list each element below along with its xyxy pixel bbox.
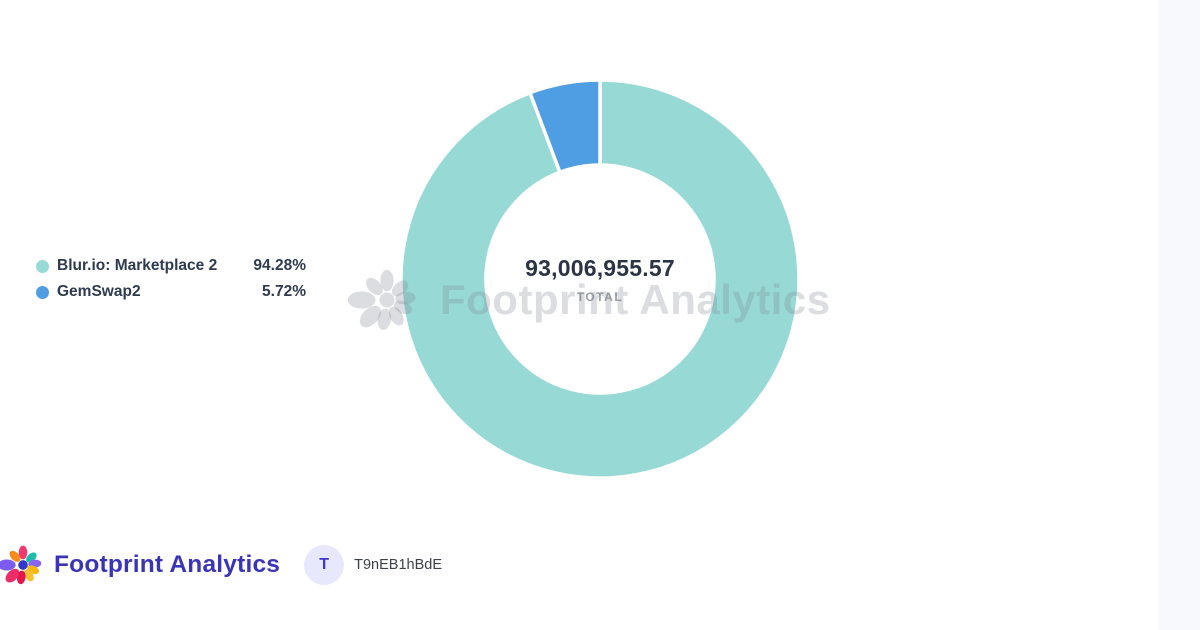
donut-slice-1[interactable]: [528, 78, 602, 175]
legend-value: 5.72%: [262, 283, 306, 300]
footer: Footprint Analytics T T9nEB1hBdE: [0, 539, 442, 591]
footprint-logo-icon: [0, 545, 42, 585]
user-avatar[interactable]: T: [304, 545, 345, 585]
legend-swatch-gemswap: [36, 285, 49, 299]
flower-petal: [24, 569, 34, 582]
donut-slice-0[interactable]: [399, 78, 801, 480]
flower-petal: [380, 269, 394, 292]
legend-label: GemSwap2: [57, 283, 141, 300]
flower-petal: [348, 291, 376, 309]
flower-petal: [9, 550, 21, 562]
flower-center: [379, 292, 395, 308]
legend-swatch-blur: [36, 259, 49, 273]
legend-item-blur[interactable]: Blur.io: Marketplace 2 94.28%: [36, 253, 306, 279]
legend-label: Blur.io: Marketplace 2: [57, 257, 218, 274]
flower-petal: [5, 568, 20, 583]
user-name: T9nEB1hBdE: [354, 557, 442, 573]
chart-legend: Blur.io: Marketplace 2 94.28% GemSwap2 5…: [36, 253, 306, 305]
legend-value: 94.28%: [253, 257, 306, 274]
legend-item-gemswap[interactable]: GemSwap2 5.72%: [36, 279, 306, 305]
flower-petal: [0, 559, 16, 571]
donut-chart: 93,006,955.57 TOTAL: [399, 78, 801, 480]
page-background-strip: [1158, 0, 1200, 630]
avatar-letter: T: [319, 556, 330, 573]
flower-petal: [18, 545, 28, 560]
flower-petal: [359, 305, 382, 328]
donut-svg[interactable]: [399, 78, 801, 480]
flower-center: [18, 560, 28, 570]
flower-petal: [16, 570, 26, 585]
flower-petal: [366, 277, 383, 296]
flower-petal: [377, 308, 392, 330]
brand-name: Footprint Analytics: [54, 551, 281, 578]
